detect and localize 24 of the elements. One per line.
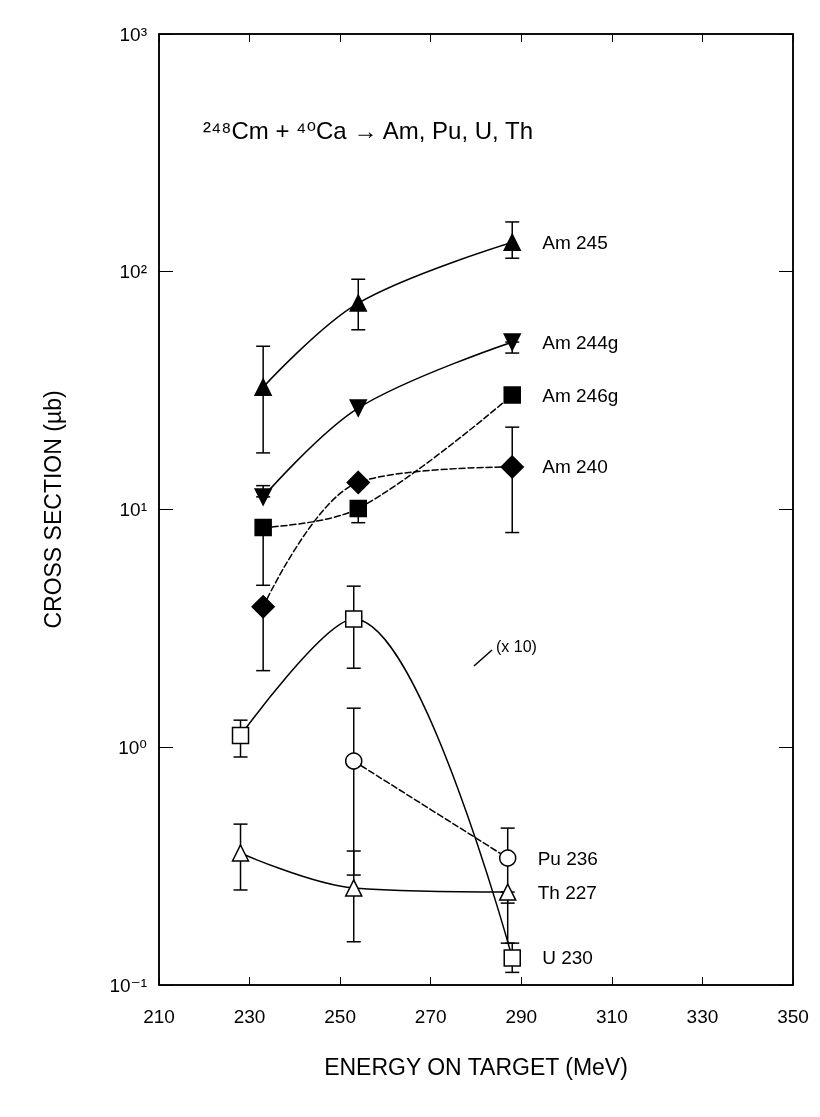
series-label: Am 240	[542, 456, 608, 478]
y-tick-label: 10⁰	[118, 736, 147, 758]
series-label: U 230	[542, 947, 593, 969]
y-tick-label: 10³	[119, 23, 147, 45]
x-tick-label: 290	[505, 1006, 538, 1027]
series-label: Pu 236	[537, 847, 598, 869]
x-axis-title: ENERGY ON TARGET (MeV)	[324, 1053, 628, 1080]
text: ²⁴⁸Cm + ⁴⁰Ca → Am, Pu, U, Th	[203, 116, 533, 144]
x-tick-label: 230	[233, 1006, 266, 1027]
x-tick-label: 210	[143, 1006, 175, 1027]
y-tick-label: 10⁻¹	[109, 974, 147, 996]
series-label: Am 245	[542, 231, 608, 253]
y-tick-label: 10²	[119, 261, 147, 283]
x-tick-label: 350	[777, 1006, 809, 1027]
y-tick-label: 10¹	[119, 499, 147, 520]
x-tick-label: 310	[596, 1006, 628, 1027]
x-tick-label: 270	[414, 1006, 447, 1027]
series-label: Am 246g	[542, 384, 619, 406]
series-label: Th 227	[537, 881, 597, 903]
annotation: (x 10)	[496, 637, 537, 655]
y-axis-title: CROSS SECTION (µb)	[39, 390, 66, 629]
x-tick-label: 250	[324, 1006, 356, 1027]
x-tick-label: 330	[686, 1006, 719, 1027]
series-label: Am 244g	[542, 331, 619, 353]
